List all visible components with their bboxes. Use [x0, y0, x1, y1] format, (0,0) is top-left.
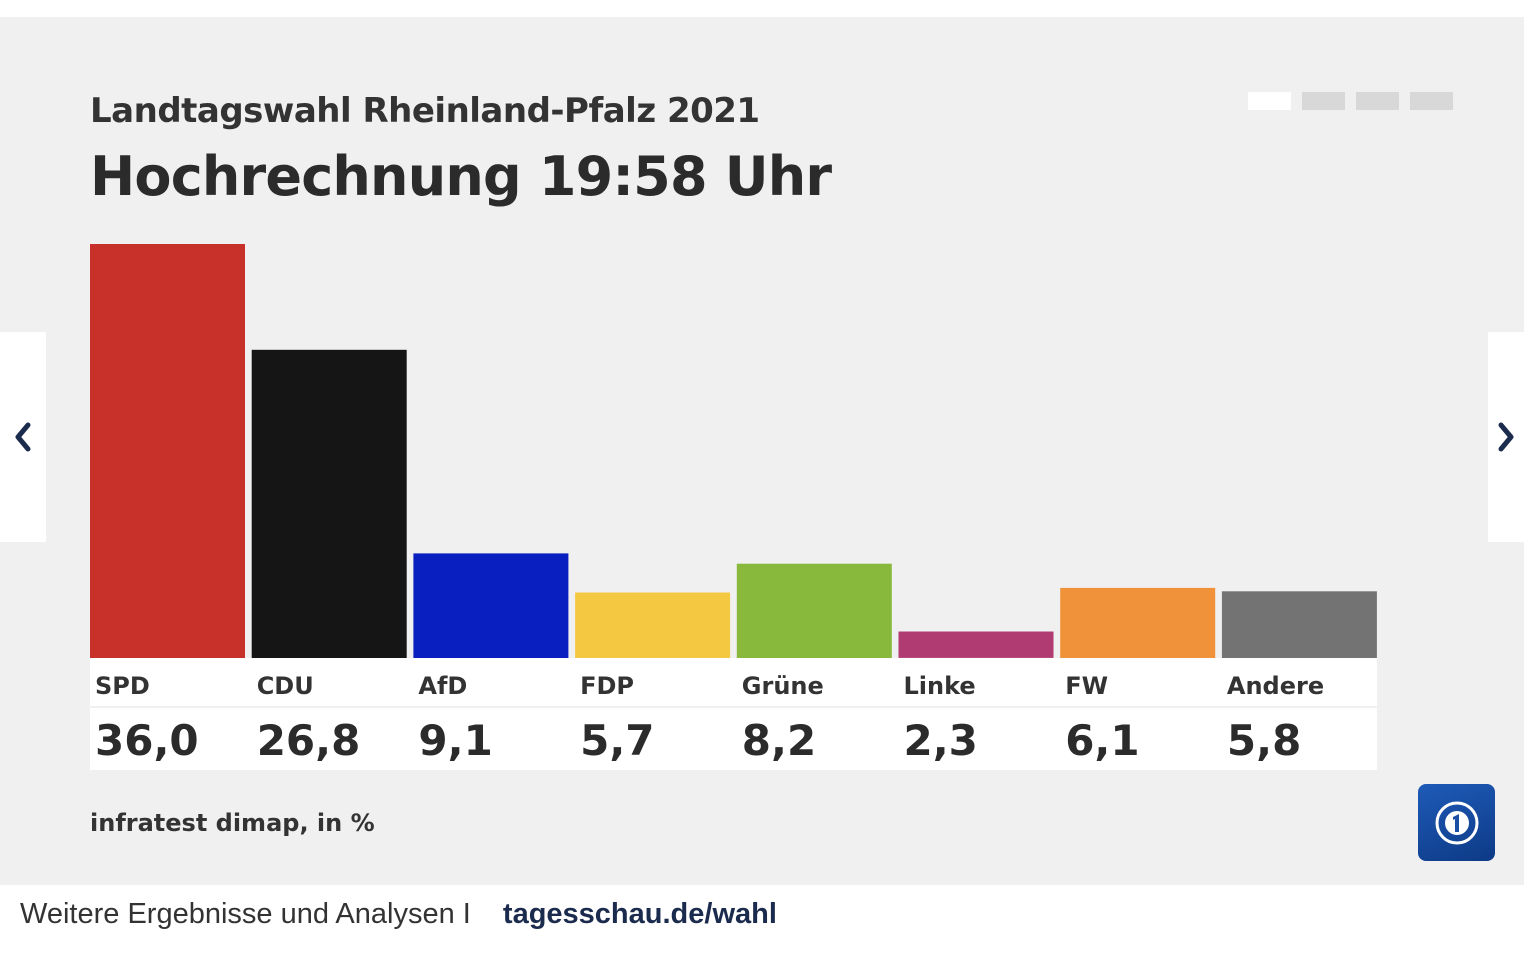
label-strip — [90, 658, 1377, 770]
category-label: Andere — [1227, 672, 1324, 700]
bar-andere — [1221, 591, 1377, 658]
bar-linke — [898, 631, 1054, 658]
chevron-left-icon — [15, 422, 31, 452]
chart-title: Hochrechnung 19:58 Uhr — [90, 145, 832, 208]
value-label: 2,3 — [904, 716, 978, 765]
chart-subtitle: Landtagswahl Rheinland-Pfalz 2021 — [90, 91, 760, 131]
value-label: 26,8 — [257, 716, 361, 765]
tagesschau-logo-icon — [1418, 784, 1495, 861]
prev-slide-button[interactable] — [0, 332, 46, 542]
value-label: 36,0 — [95, 716, 199, 765]
bar-fw — [1060, 587, 1216, 658]
value-label: 9,1 — [418, 716, 492, 765]
bar-spd — [90, 244, 245, 658]
chart-card: Landtagswahl Rheinland-Pfalz 2021 Hochre… — [0, 17, 1524, 885]
category-label: CDU — [257, 672, 314, 700]
category-label: Linke — [904, 672, 976, 700]
pager-dot[interactable] — [1356, 92, 1399, 110]
pager-dot[interactable] — [1302, 92, 1345, 110]
footer-text: Weitere Ergebnisse und Analysen I — [20, 898, 471, 930]
category-label: FW — [1065, 672, 1108, 700]
value-label: 5,7 — [580, 716, 654, 765]
bar-fdp — [575, 592, 731, 658]
category-label: SPD — [95, 672, 150, 700]
category-label: AfD — [418, 672, 467, 700]
footer: Weitere Ergebnisse und Analysen I tagess… — [20, 898, 777, 931]
value-label: 8,2 — [742, 716, 816, 765]
footer-link[interactable]: tagesschau.de/wahl — [502, 898, 777, 930]
bar-cdu — [251, 349, 407, 658]
pager-dot[interactable] — [1248, 92, 1291, 110]
data-source-note: infratest dimap, in % — [90, 809, 375, 837]
bar-chart: SPD 36,0 CDU 26,8 AfD 9,1 FDP 5,7 Grüne 8,2 Linke 2… — [90, 244, 1377, 770]
pager-dot[interactable] — [1410, 92, 1453, 110]
value-label: 5,8 — [1227, 716, 1301, 765]
value-label: 6,1 — [1065, 716, 1139, 765]
category-label: Grüne — [742, 672, 824, 700]
category-label: FDP — [580, 672, 634, 700]
next-slide-button[interactable] — [1488, 332, 1524, 542]
bar-afd — [413, 553, 569, 658]
chevron-right-icon — [1498, 422, 1514, 452]
bar-grüne — [736, 563, 892, 658]
